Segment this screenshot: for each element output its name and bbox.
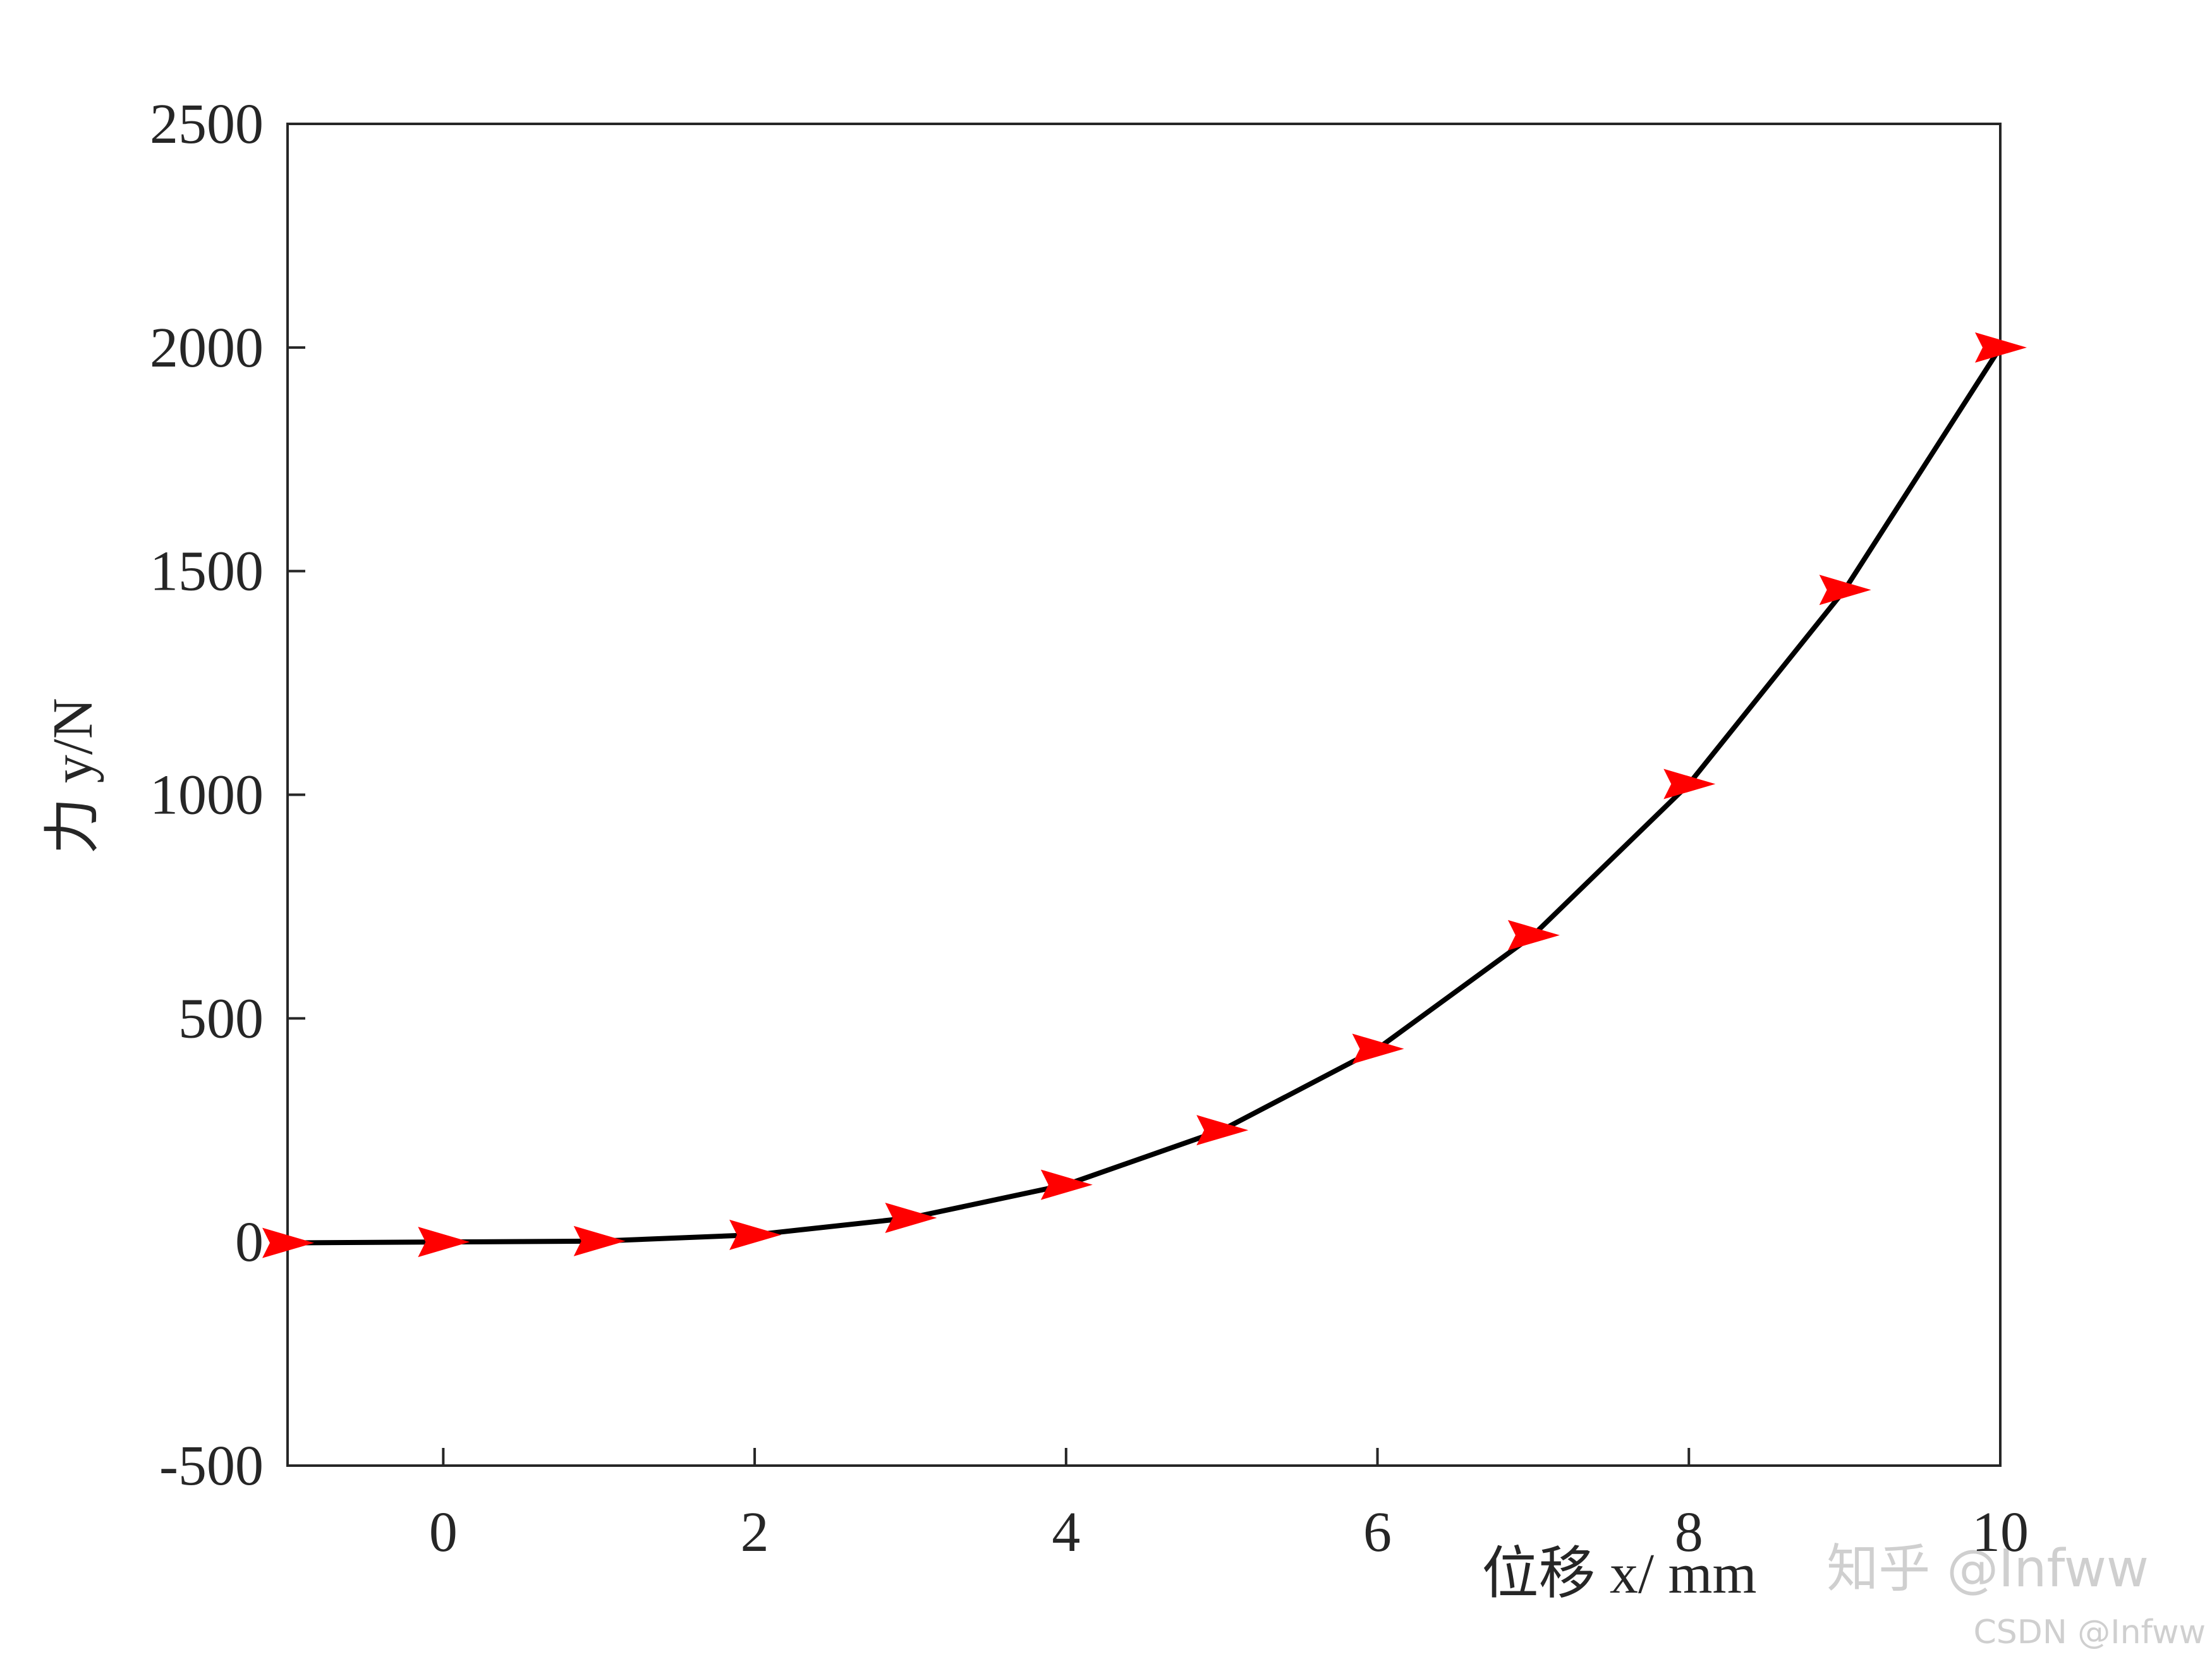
marker (1507, 920, 1560, 951)
y-tick-label: 2000 (150, 317, 264, 379)
marker (729, 1219, 782, 1250)
marker (885, 1202, 937, 1233)
x-axis-label: 位移 x/ mm (1481, 1543, 1756, 1605)
y-tick-label: -500 (159, 1435, 264, 1497)
y-tick-label: 1500 (150, 540, 264, 603)
marker (1819, 574, 1871, 605)
watermark: CSDN @Infww (1973, 1613, 2206, 1651)
marker (1975, 332, 2027, 363)
y-tick-label: 0 (235, 1211, 264, 1273)
x-tick-label: 8 (1675, 1501, 1703, 1564)
line (287, 346, 2003, 1246)
marker (1663, 769, 1716, 799)
marker (1040, 1169, 1093, 1200)
x-tick-label: 6 (1363, 1501, 1392, 1564)
marker (1352, 1033, 1404, 1064)
marker (418, 1227, 470, 1258)
y-axis-label: 力 y/N (42, 698, 104, 854)
x-tick-label: 4 (1052, 1501, 1080, 1564)
y-tick-label: 500 (178, 987, 264, 1050)
x-tick-label: 10 (1972, 1501, 2029, 1564)
watermark: 知乎 @Infww (1826, 1539, 2149, 1599)
y-tick-label: 1000 (150, 764, 264, 827)
x-tick-label: 2 (741, 1501, 769, 1564)
x-tick-label: 0 (429, 1501, 458, 1564)
marker (1196, 1115, 1249, 1146)
y-tick-label: 2500 (150, 93, 264, 155)
marker (573, 1225, 626, 1256)
marker (262, 1227, 314, 1258)
